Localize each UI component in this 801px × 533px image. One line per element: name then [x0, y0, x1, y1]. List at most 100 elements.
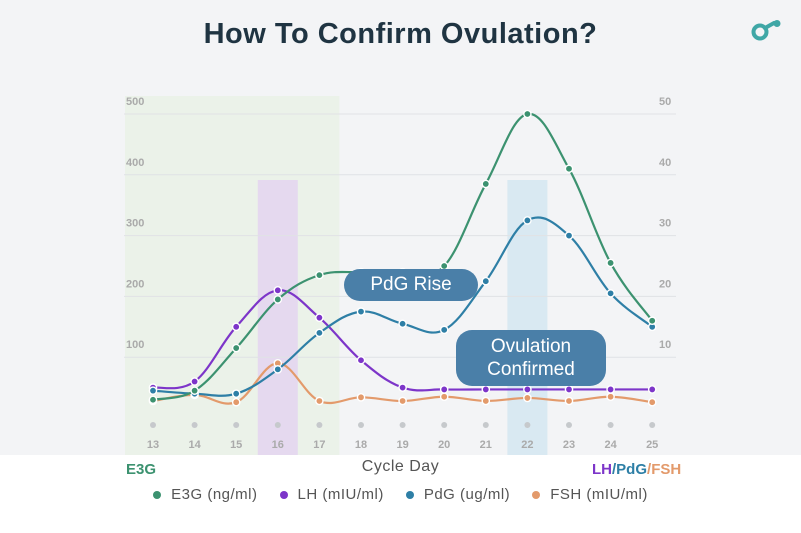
legend-dot-lh — [279, 490, 288, 499]
legend-item-fsh: FSH (mIU/ml) — [532, 486, 648, 503]
data-point-pdg — [315, 328, 324, 338]
legend-item-lh: LH (mIU/ml) — [279, 486, 384, 503]
right-axis-pdg: PdG — [616, 461, 648, 478]
data-point-lh — [398, 383, 407, 392]
x-tick-label: 23 — [563, 439, 575, 451]
data-point-e3g — [481, 179, 491, 189]
x-tick-label: 15 — [230, 439, 242, 451]
legend-item-pdg: PdG (ug/ml) — [405, 486, 511, 503]
x-tick-dot — [441, 422, 448, 428]
x-tick-dot — [607, 422, 614, 428]
y-left-tick-label: 100 — [126, 339, 144, 351]
data-point-pdg — [356, 307, 366, 316]
legend-dot-pdg — [405, 490, 414, 499]
x-tick-label: 18 — [355, 439, 367, 451]
y-right-tick-label: 20 — [659, 278, 671, 290]
ovulation-text-line2: Confirmed — [487, 359, 575, 380]
page-title: How To Confirm Ovulation? — [203, 18, 598, 50]
data-point-lh — [273, 286, 283, 295]
data-point-pdg — [523, 216, 532, 225]
right-axis-lh: LH — [592, 461, 612, 478]
x-tick-dot — [191, 422, 198, 428]
left-axis-label: E3G — [126, 461, 157, 478]
data-point-e3g — [523, 109, 532, 119]
data-point-fsh — [398, 396, 407, 406]
x-tick-dot — [399, 422, 406, 428]
data-point-lh — [647, 385, 657, 394]
y-left-tick-label: 200 — [126, 278, 144, 290]
x-tick-label: 21 — [480, 439, 492, 451]
data-point-fsh — [481, 396, 491, 406]
data-point-lh — [439, 385, 449, 394]
legend-label-lh: LH (mIU/ml) — [297, 486, 384, 503]
highlight-day-22 — [507, 180, 548, 455]
data-point-e3g — [647, 316, 657, 326]
data-point-pdg — [273, 365, 283, 374]
right-axis-label: LH/PdG/FSH — [592, 461, 681, 478]
data-point-lh — [356, 355, 366, 365]
data-point-e3g — [148, 395, 158, 405]
data-point-lh — [190, 377, 199, 386]
ovulation-confirmed-callout: Ovulation Confirmed — [456, 330, 606, 386]
x-axis-label: Cycle Day — [361, 458, 440, 475]
data-point-lh — [315, 313, 324, 322]
x-tick-label: 19 — [396, 439, 408, 451]
x-tick-label: 24 — [604, 439, 617, 451]
ovulation-text-line1: Ovulation — [490, 336, 572, 357]
data-point-lh — [564, 385, 574, 394]
x-tick-dot — [566, 422, 572, 428]
data-point-fsh — [356, 393, 366, 402]
data-point-e3g — [273, 295, 283, 304]
x-tick-label: 14 — [188, 439, 201, 451]
x-tick-dot — [524, 422, 531, 428]
y-right-tick-label: 10 — [659, 339, 671, 351]
x-tick-dot — [233, 422, 240, 428]
data-point-fsh — [523, 393, 532, 403]
y-left-tick-label: 300 — [126, 218, 144, 230]
x-tick-label: 22 — [521, 439, 533, 451]
x-tick-label: 13 — [147, 439, 159, 451]
x-tick-dot — [274, 422, 281, 428]
pdg-rise-text: PdG Rise — [370, 274, 452, 295]
data-point-pdg — [148, 386, 158, 395]
y-right-tick-label: 40 — [659, 157, 671, 169]
data-point-fsh — [606, 392, 615, 402]
legend-label-e3g: E3G (ng/ml) — [171, 486, 258, 503]
data-point-lh — [231, 322, 241, 332]
x-tick-dot — [316, 422, 323, 428]
data-point-pdg — [439, 325, 449, 335]
legend-label-fsh: FSH (mIU/ml) — [550, 486, 648, 503]
x-tick-dot — [482, 422, 489, 428]
legend-label-pdg: PdG (ug/ml) — [423, 486, 511, 503]
data-point-pdg — [398, 319, 407, 329]
x-tick-dot — [649, 422, 656, 428]
brand-logo-icon — [751, 20, 781, 41]
x-tick-dot — [358, 422, 364, 428]
y-right-tick-label: 50 — [659, 96, 671, 108]
data-point-pdg — [606, 289, 615, 298]
data-point-lh — [481, 385, 491, 394]
x-tick-label: 17 — [313, 439, 325, 451]
data-point-pdg — [231, 389, 241, 398]
highlight-day-16 — [257, 180, 298, 455]
legend-dot-e3g — [153, 490, 162, 499]
data-point-e3g — [190, 386, 199, 395]
right-axis-fsh: FSH — [651, 461, 682, 478]
data-point-fsh — [315, 396, 324, 406]
legend: E3G (ng/ml) LH (mIU/ml) PdG (ug/ml) FSH … — [0, 486, 801, 503]
legend-dot-fsh — [532, 490, 541, 499]
x-tick-dot — [150, 422, 156, 428]
right-axis-sep-2: / — [647, 461, 652, 478]
data-point-e3g — [231, 343, 241, 353]
y-left-tick-label: 400 — [126, 157, 144, 169]
y-right-tick-label: 30 — [659, 218, 671, 230]
data-point-fsh — [231, 397, 241, 407]
right-axis-sep-1: / — [612, 461, 617, 478]
x-tick-label: 20 — [438, 439, 450, 451]
data-point-fsh — [564, 396, 574, 406]
data-point-e3g — [606, 258, 615, 268]
data-point-lh — [523, 385, 532, 394]
data-point-pdg — [564, 231, 574, 240]
